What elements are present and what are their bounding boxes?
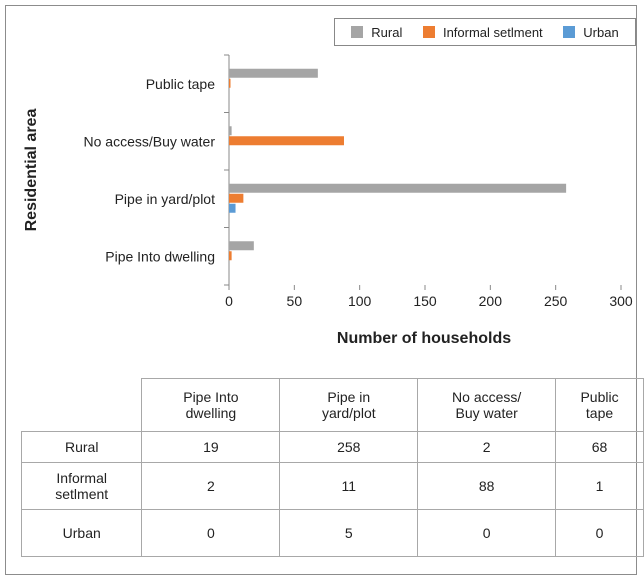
bar-rural-1 <box>229 183 567 193</box>
table-row-label: Urban <box>20 509 143 557</box>
chart-plot: Pipe Into dwelling Pipe in yard/plot No ac… <box>84 54 633 309</box>
table-header-row: Pipe Into dwelling Pipe in yard/plot No ac… <box>21 378 644 432</box>
table-row-label: Informal setlment <box>20 462 143 510</box>
figure-frame <box>5 5 637 575</box>
bar-informal-setlment-2 <box>229 136 344 146</box>
table-cell: 0 <box>417 509 557 557</box>
x-axis-title: Number of households <box>336 330 512 347</box>
legend-swatch-informal <box>422 26 435 38</box>
table-row: Informal setlment 2 11 88 1 <box>20 462 644 510</box>
table-row-label: Rural <box>20 431 143 463</box>
category-label: No access/Buy water <box>84 133 216 149</box>
table-corner-cell <box>21 378 143 432</box>
table-cell: 88 <box>417 462 557 510</box>
x-tick-label: 200 <box>479 293 503 309</box>
x-tick-label: 300 <box>609 293 633 309</box>
legend-item-urban: Urban <box>563 24 619 40</box>
table-cell: 2 <box>417 431 557 463</box>
legend-item-informal: Informal setlment <box>422 24 543 40</box>
table-header-cell: Pipe in yard/plot <box>279 378 419 432</box>
legend-swatch-rural <box>351 26 364 38</box>
chart-legend: Rural Informal setlment Urban <box>334 18 636 46</box>
x-tick-label: 150 <box>413 293 437 309</box>
x-tick-label: 50 <box>287 293 303 309</box>
table-header-cell: Pipe Into dwelling <box>141 378 281 432</box>
table-row: Rural 19 258 2 68 <box>20 431 644 463</box>
x-tick-label: 100 <box>348 293 372 309</box>
bar-rural-2 <box>229 126 232 136</box>
table-cell: 258 <box>279 431 419 463</box>
table-cell: 11 <box>279 462 419 510</box>
x-tick-label: 250 <box>544 293 568 309</box>
category-label: Pipe in yard/plot <box>115 191 216 207</box>
category-label: Public tape <box>146 76 215 92</box>
table-cell: 5 <box>279 509 419 557</box>
bar-rural-0 <box>229 241 254 251</box>
bar-informal-setlment-3 <box>229 78 231 88</box>
table-cell: 2 <box>141 462 281 510</box>
y-axis-title: Residential area <box>23 108 40 232</box>
legend-swatch-urban <box>563 26 576 38</box>
category-label: Pipe Into dwelling <box>105 248 215 264</box>
table-header-cell: No access/Buy water <box>417 378 557 432</box>
table-cell: 68 <box>555 431 644 463</box>
table-cell: 19 <box>141 431 281 463</box>
table-row: Urban 0 5 0 0 <box>20 509 644 557</box>
table-cell: 1 <box>555 462 644 510</box>
legend-label-rural: Rural <box>371 24 403 40</box>
bar-urban-1 <box>229 203 236 213</box>
data-table: Pipe Into dwelling Pipe in yard/plot No ac… <box>20 378 644 557</box>
bar-informal-setlment-1 <box>229 193 244 203</box>
legend-item-rural: Rural <box>351 25 402 40</box>
table-header-cell: Public tape <box>555 378 644 432</box>
bar-rural-3 <box>229 68 318 78</box>
table-cell: 0 <box>141 509 281 557</box>
legend-label-urban: Urban <box>583 24 619 40</box>
legend-label-informal: Informal setlment <box>442 24 543 40</box>
x-tick-label: 0 <box>225 293 233 309</box>
table-cell: 0 <box>555 509 644 557</box>
bar-informal-setlment-0 <box>229 251 232 261</box>
